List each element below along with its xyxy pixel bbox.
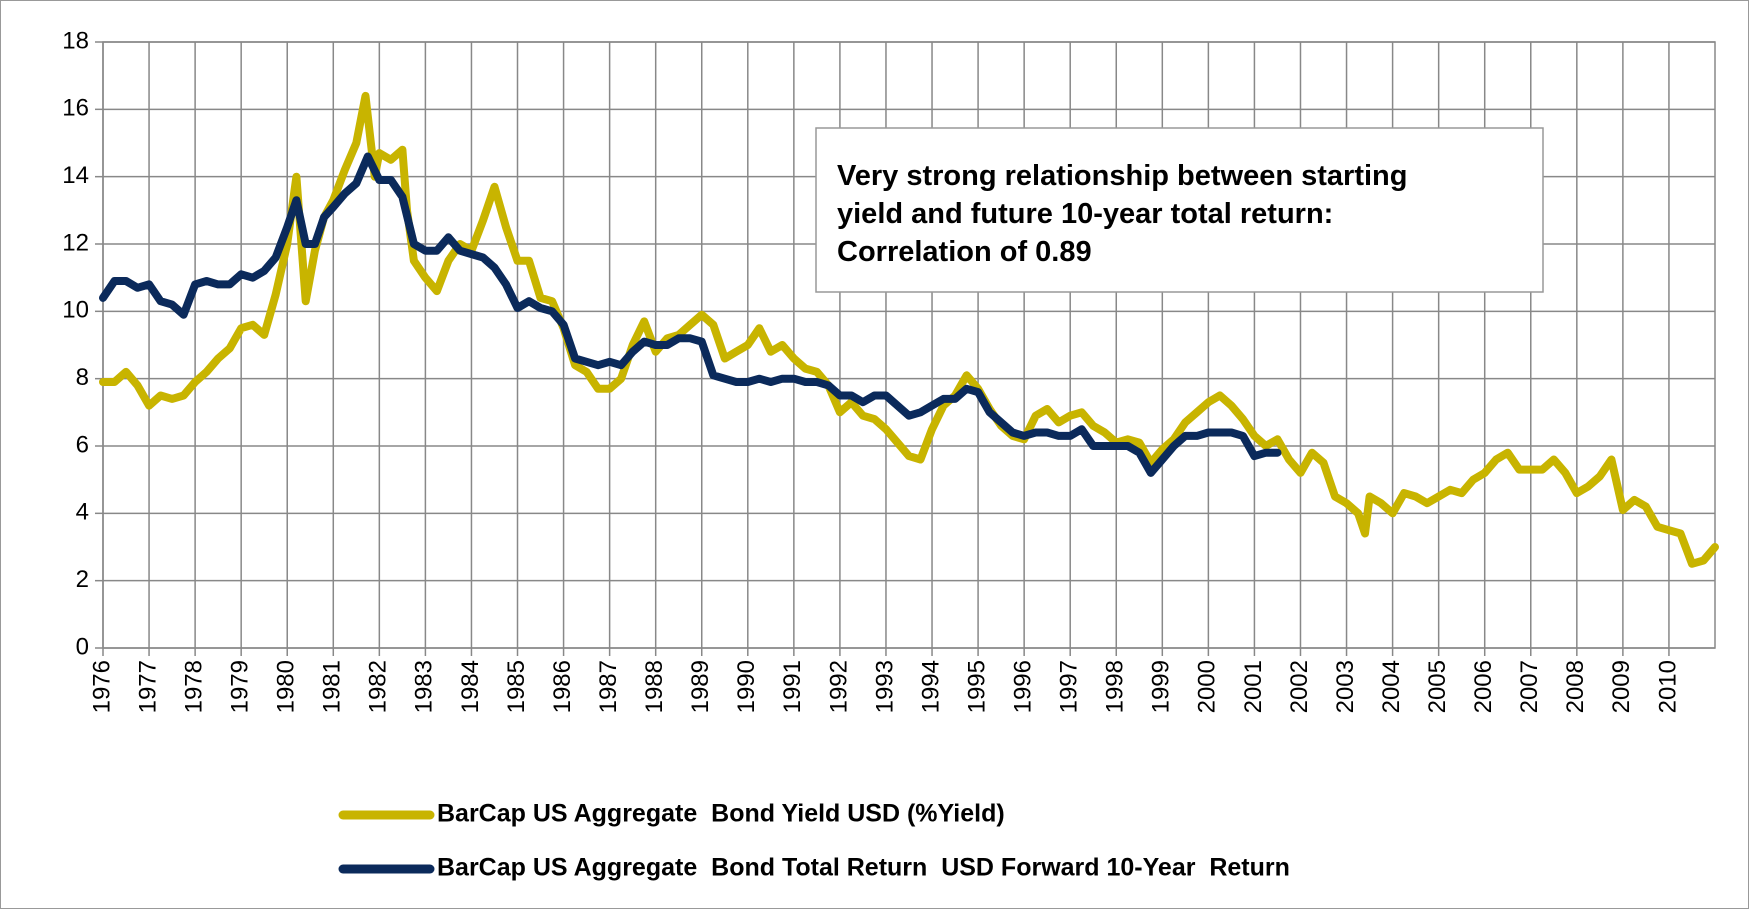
x-tick-label: 1977: [134, 660, 161, 713]
x-tick-label: 2005: [1424, 660, 1451, 713]
x-tick-label: 1987: [595, 660, 622, 713]
x-tick-label: 1995: [963, 660, 990, 713]
x-tick-label: 1976: [88, 660, 115, 713]
y-tick-label: 16: [62, 95, 89, 122]
annotation-text: yield and future 10-year total return:: [837, 198, 1333, 230]
y-tick-label: 8: [76, 364, 89, 391]
y-tick-label: 14: [62, 162, 89, 189]
y-tick-label: 6: [76, 431, 89, 458]
x-tick-label: 1997: [1056, 660, 1083, 713]
grid: [95, 41, 1716, 656]
x-tick-label: 2002: [1286, 660, 1313, 713]
x-tick-label: 1979: [227, 660, 254, 713]
y-tick-label: 0: [76, 633, 89, 660]
y-tick-label: 12: [62, 229, 89, 256]
y-tick-label: 10: [62, 297, 89, 324]
annotation-text: Very strong relationship between startin…: [837, 160, 1407, 192]
x-tick-label: 1988: [641, 660, 668, 713]
x-tick-label: 2006: [1470, 660, 1497, 713]
y-tick-label: 4: [76, 499, 89, 526]
x-tick-label: 1999: [1148, 660, 1175, 713]
x-tick-label: 1984: [457, 660, 484, 713]
x-tick-label: 2010: [1654, 660, 1681, 713]
x-tick-label: 1989: [687, 660, 714, 713]
legend-label: BarCap US Aggregate Bond Total Return US…: [437, 854, 1290, 882]
x-tick-label: 1991: [779, 660, 806, 713]
x-tick-label: 2004: [1378, 660, 1405, 713]
y-tick-label: 18: [62, 27, 89, 54]
x-tick-label: 2009: [1608, 660, 1635, 713]
x-tick-label: 1982: [365, 660, 392, 713]
x-tick-label: 1998: [1102, 660, 1129, 713]
x-tick-label: 2001: [1240, 660, 1267, 713]
x-tick-label: 1980: [273, 660, 300, 713]
legend-label: BarCap US Aggregate Bond Yield USD (%Yie…: [437, 800, 1005, 828]
x-tick-label: 2008: [1562, 660, 1589, 713]
x-tick-label: 1983: [411, 660, 438, 713]
annotation-box: [815, 127, 1544, 293]
x-tick-label: 1985: [503, 660, 530, 713]
x-tick-label: 1981: [319, 660, 346, 713]
x-tick-label: 1986: [549, 660, 576, 713]
x-tick-label: 1990: [733, 660, 760, 713]
annotation-text: Correlation of 0.89: [837, 236, 1092, 268]
x-tick-label: 1993: [871, 660, 898, 713]
x-tick-label: 1996: [1009, 660, 1036, 713]
x-tick-label: 1994: [917, 660, 944, 713]
x-tick-label: 2000: [1194, 660, 1221, 713]
labels: 0 2 4 6 8 10 12 14 16 18 1976 1977 1978 1979 1980 1981 1…: [62, 27, 1681, 881]
x-tick-label: 1992: [825, 660, 852, 713]
x-tick-label: 2007: [1516, 660, 1543, 713]
x-tick-label: 1978: [180, 660, 207, 713]
x-tick-label: 2003: [1332, 660, 1359, 713]
y-tick-label: 2: [76, 566, 89, 593]
series-line: [99, 152, 1282, 477]
series-line: [99, 91, 1719, 568]
lines: [99, 91, 1719, 568]
